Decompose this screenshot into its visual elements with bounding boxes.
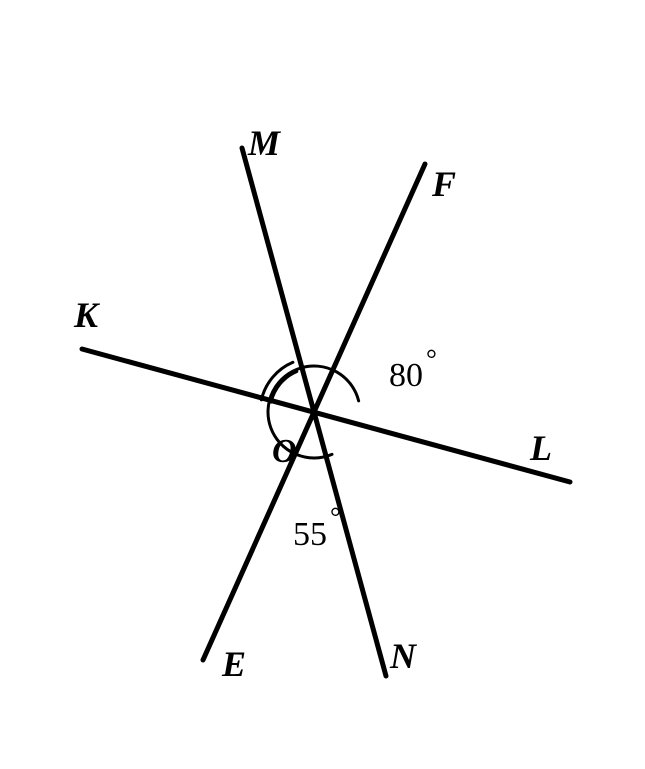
angle-degree-FOL: ° bbox=[426, 344, 437, 374]
label-O: O bbox=[272, 433, 297, 470]
label-K: K bbox=[73, 295, 101, 335]
label-M: M bbox=[247, 123, 282, 163]
label-E: E bbox=[221, 644, 246, 684]
label-L: L bbox=[529, 428, 552, 468]
angle-degree-EON: ° bbox=[330, 502, 341, 532]
angle-arc-EON bbox=[261, 362, 293, 400]
label-N: N bbox=[389, 636, 418, 676]
angle-label-FOL: 80 bbox=[389, 357, 423, 394]
label-F: F bbox=[431, 164, 456, 204]
geometry-diagram: KLMNEFO80°55° bbox=[0, 0, 645, 769]
angle-label-EON: 55 bbox=[293, 516, 327, 553]
line-EF bbox=[203, 164, 425, 660]
